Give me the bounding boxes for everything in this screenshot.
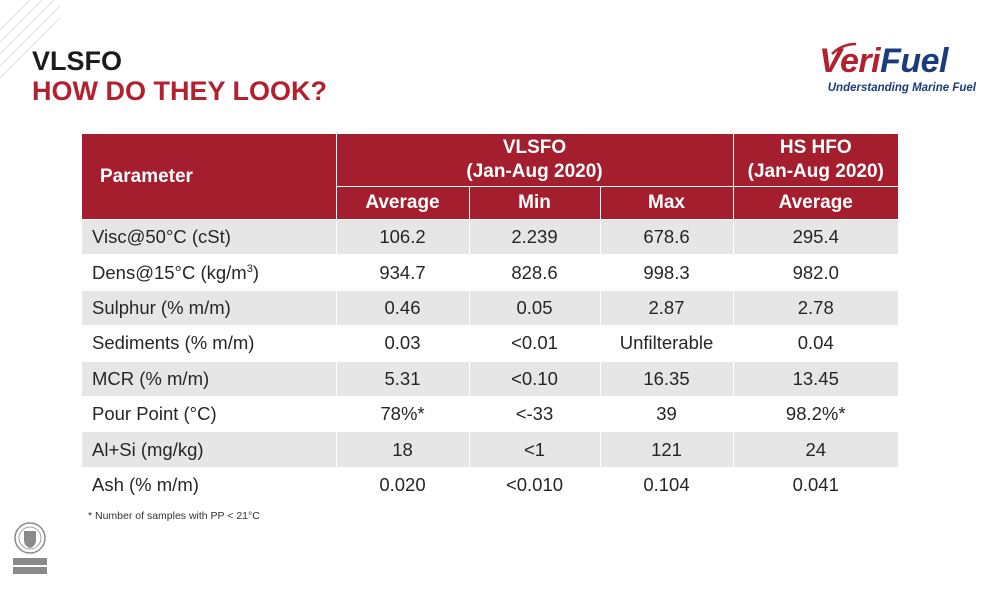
header-vlsfo-max: Max: [599, 186, 733, 220]
cell-hshfo-average: 98.2%*: [732, 395, 898, 432]
cell-vlsfo-max: 121: [599, 431, 733, 468]
cell-hshfo-average: 24: [732, 431, 898, 468]
cell-vlsfo-max: 998.3: [599, 254, 733, 291]
header-hshfo: HS HFO (Jan-Aug 2020): [732, 134, 898, 187]
cell-vlsfo-min: <0.010: [468, 466, 600, 503]
cell-hshfo-average: 2.78: [732, 289, 898, 326]
cell-hshfo-average: 13.45: [732, 360, 898, 397]
row-parameter: Ash (% m/m): [82, 466, 336, 503]
table-row: Pour Point (°C) 78%* <-33 39 98.2%*: [82, 395, 898, 432]
cell-vlsfo-average: 0.03: [335, 325, 469, 362]
header-vlsfo-name: VLSFO: [502, 137, 567, 158]
logo-wordmark: VeriFuel: [819, 42, 948, 81]
cell-vlsfo-max: 0.104: [599, 466, 733, 503]
row-parameter: Al+Si (mg/kg): [82, 431, 336, 468]
row-parameter: Sulphur (% m/m): [82, 289, 336, 326]
header-vlsfo-period: (Jan-Aug 2020): [466, 161, 603, 182]
cell-vlsfo-average: 934.7: [335, 254, 469, 291]
table-row: Sediments (% m/m) 0.03 <0.01 Unfilterabl…: [82, 325, 898, 362]
logo-word-fuel: Fuel: [880, 42, 948, 80]
cell-vlsfo-min: <1: [468, 431, 600, 468]
cell-vlsfo-max: 16.35: [599, 360, 733, 397]
bureau-veritas-seal-icon: [13, 522, 47, 574]
cell-vlsfo-min: <-33: [468, 395, 600, 432]
cell-vlsfo-min: 828.6: [468, 254, 600, 291]
cell-hshfo-average: 0.04: [732, 325, 898, 362]
row-parameter: Sediments (% m/m): [82, 325, 336, 362]
header-hshfo-average: Average: [732, 186, 898, 220]
table-row: Sulphur (% m/m) 0.46 0.05 2.87 2.78: [82, 289, 898, 326]
cell-vlsfo-min: 0.05: [468, 289, 600, 326]
slide-title-block: VLSFO HOW DO THEY LOOK?: [32, 46, 327, 107]
cell-vlsfo-average: 0.46: [335, 289, 469, 326]
table-row: Visc@50°C (cSt) 106.2 2.239 678.6 295.4: [82, 218, 898, 255]
row-parameter: Pour Point (°C): [82, 395, 336, 432]
cell-hshfo-average: 0.041: [732, 466, 898, 503]
cell-vlsfo-min: <0.10: [468, 360, 600, 397]
corner-decoration: [0, 0, 60, 79]
row-parameter-superscript: 3: [246, 262, 253, 275]
header-vlsfo-min: Min: [468, 186, 600, 220]
cell-vlsfo-average: 106.2: [335, 218, 469, 255]
table-row: MCR (% m/m) 5.31 <0.10 16.35 13.45: [82, 360, 898, 397]
cell-vlsfo-average: 18: [335, 431, 469, 468]
row-parameter-suffix: ): [252, 261, 259, 283]
table-row: Al+Si (mg/kg) 18 <1 121 24: [82, 431, 898, 468]
row-parameter: MCR (% m/m): [82, 360, 336, 397]
cell-vlsfo-average: 78%*: [335, 395, 469, 432]
cell-hshfo-average: 295.4: [732, 218, 898, 255]
cell-vlsfo-max: 678.6: [599, 218, 733, 255]
row-parameter: Visc@50°C (cSt): [82, 218, 336, 255]
cell-vlsfo-average: 5.31: [335, 360, 469, 397]
header-vlsfo: VLSFO (Jan-Aug 2020): [335, 134, 733, 187]
cell-vlsfo-max: 2.87: [599, 289, 733, 326]
cell-hshfo-average: 982.0: [732, 254, 898, 291]
logo-swoosh-icon: [831, 42, 857, 55]
footnote: * Number of samples with PP < 21°C: [88, 510, 260, 522]
row-parameter-text: Dens@15°C (kg/m: [92, 261, 247, 283]
cell-vlsfo-max: Unfilterable: [599, 325, 733, 362]
cell-vlsfo-min: <0.01: [468, 325, 600, 362]
header-hshfo-name: HS HFO: [779, 137, 852, 158]
verifuel-logo: VeriFuel Understanding Marine Fuel: [819, 42, 976, 102]
row-parameter: Dens@15°C (kg/m3): [82, 254, 336, 291]
header-hshfo-period: (Jan-Aug 2020): [747, 161, 884, 182]
header-parameter: Parameter: [82, 134, 336, 220]
slide-subtitle: HOW DO THEY LOOK?: [32, 76, 327, 106]
slide-title: VLSFO: [32, 46, 123, 76]
header-vlsfo-average: Average: [335, 186, 469, 220]
table-row: Dens@15°C (kg/m3) 934.7 828.6 998.3 982.…: [82, 254, 898, 291]
cell-vlsfo-average: 0.020: [335, 466, 469, 503]
fuel-comparison-table: Parameter VLSFO (Jan-Aug 2020) HS HFO (J…: [82, 134, 898, 503]
table-row: Ash (% m/m) 0.020 <0.010 0.104 0.041: [82, 466, 898, 503]
cell-vlsfo-max: 39: [599, 395, 733, 432]
cell-vlsfo-min: 2.239: [468, 218, 600, 255]
logo-tagline: Understanding Marine Fuel: [827, 82, 976, 94]
logo-word-veri: Veri: [819, 42, 881, 80]
